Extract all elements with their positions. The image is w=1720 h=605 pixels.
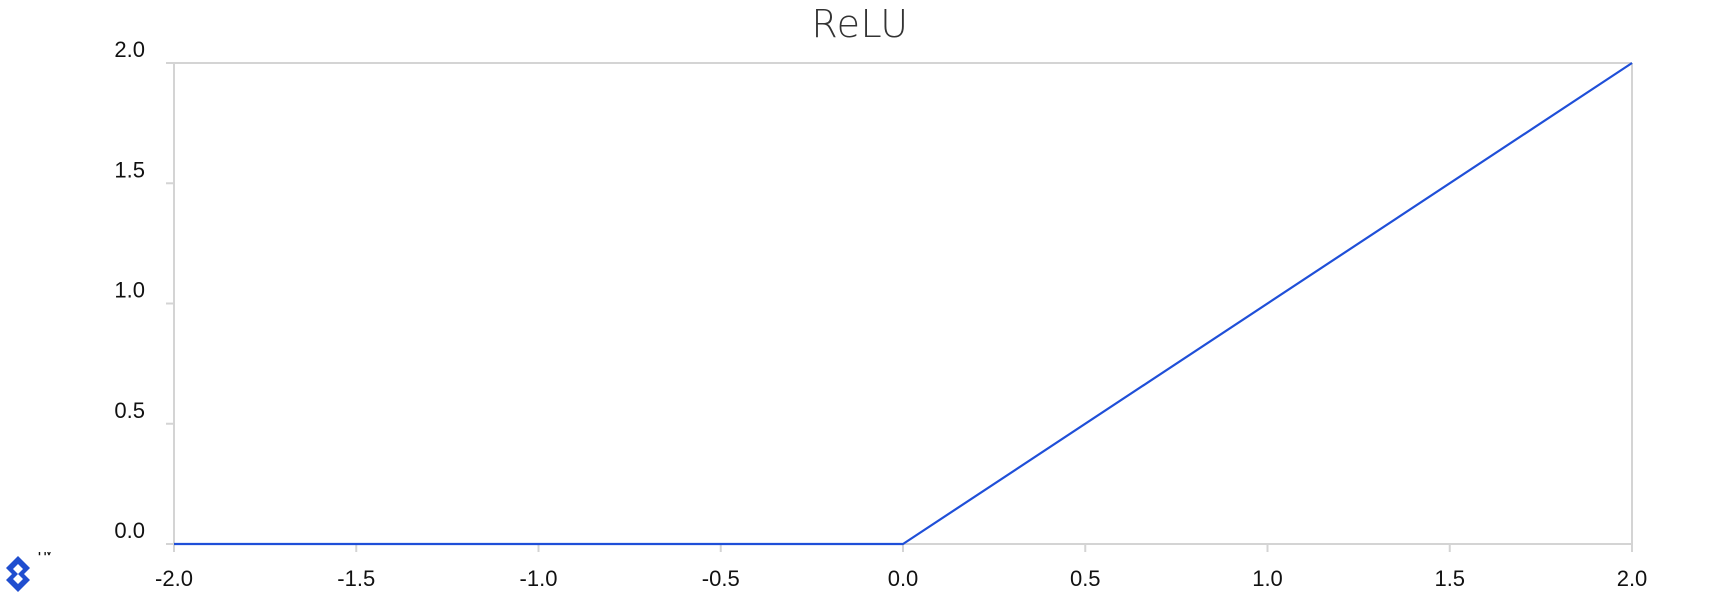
- y-tick-label: 1.0: [114, 278, 145, 303]
- series-line-0: [174, 62, 1633, 546]
- x-tick-label: -1.5: [337, 566, 375, 591]
- chart-title: ReLU: [811, 2, 909, 46]
- trademark-symbol: ™: [34, 552, 52, 567]
- toptal-logo-icon: [6, 556, 30, 592]
- x-tick-label: 1.0: [1252, 566, 1283, 591]
- x-tick-label: 2.0: [1617, 566, 1648, 591]
- x-tick-label: -0.5: [702, 566, 740, 591]
- y-tick-label: 2.0: [114, 37, 145, 62]
- brand-logo: ™: [4, 542, 56, 598]
- x-tick-label: 0.5: [1070, 566, 1101, 591]
- x-tick-label: 1.5: [1434, 566, 1465, 591]
- y-tick-label: 0.0: [114, 518, 145, 543]
- y-tick-label: 0.5: [114, 398, 145, 423]
- x-tick-label: 0.0: [888, 566, 919, 591]
- x-tick-label: -2.0: [155, 566, 193, 591]
- x-tick-label: -1.0: [520, 566, 558, 591]
- y-tick-label: 1.5: [114, 157, 145, 182]
